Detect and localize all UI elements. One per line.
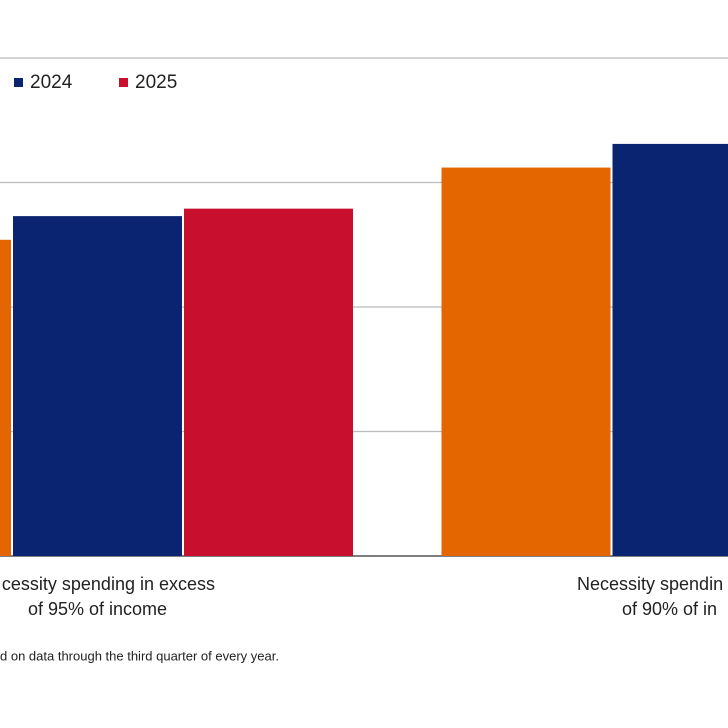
bar (13, 216, 182, 557)
legend-label: 2024 (30, 72, 73, 93)
x-tick-label: of 95% of income (28, 599, 167, 619)
x-tick-label: cessity spending in excess (2, 574, 215, 594)
footnote: d on data through the third quarter of e… (0, 648, 279, 663)
bar (0, 239, 11, 556)
bar (441, 167, 611, 556)
bar (184, 208, 353, 556)
legend-marker (14, 78, 23, 87)
bar (612, 143, 728, 556)
x-tick-label: Necessity spendin (577, 574, 723, 594)
legend-label: 2025 (135, 72, 177, 93)
legend-marker (119, 78, 128, 87)
x-tick-label: of 90% of in (622, 599, 717, 619)
